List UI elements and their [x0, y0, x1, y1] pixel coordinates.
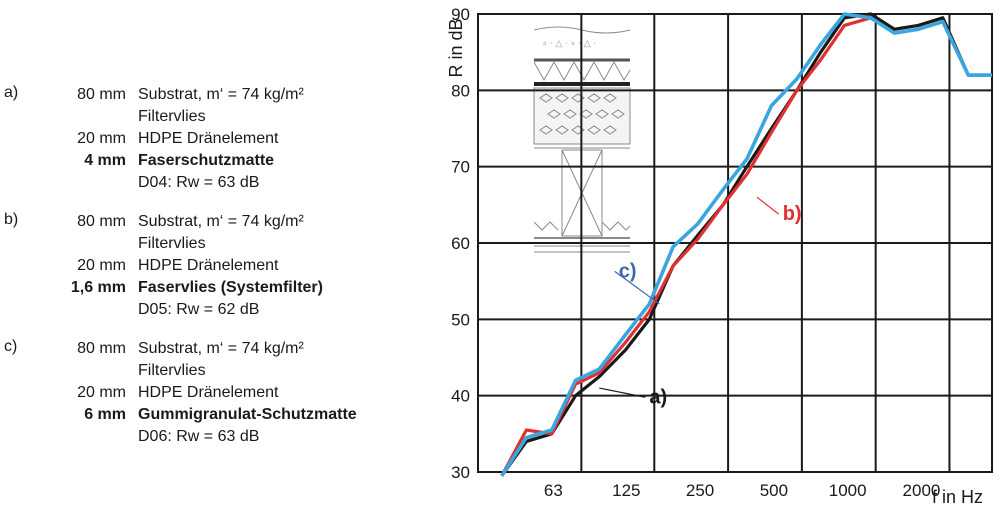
annotation-label: c) — [619, 260, 637, 282]
layer-description: Gummigranulat-Schutzmatte — [138, 406, 357, 423]
entry-line: D05: Rw = 62 dB — [0, 299, 420, 321]
rating-text: D06: Rw = 63 dB — [138, 428, 260, 445]
entry-line: Filtervlies — [0, 233, 420, 255]
x-tick-label: 250 — [686, 481, 714, 500]
entry-line: Filtervlies — [0, 360, 420, 382]
entry-line: 1,6 mm Faservlies (Systemfilter) — [0, 277, 420, 299]
annotation-leader — [756, 196, 780, 215]
annotation-leader — [599, 387, 646, 398]
layer-description: Faservlies (Systemfilter) — [138, 279, 323, 296]
y-tick-label: 30 — [451, 463, 470, 482]
layer-thickness: 20 mm — [77, 257, 126, 274]
y-tick-label: 70 — [451, 158, 470, 177]
entry-line: Filtervlies — [0, 106, 420, 128]
svg-text:∘ ⋅ △ ⋅ ∘ ⋅ △ ⋅: ∘ ⋅ △ ⋅ ∘ ⋅ △ ⋅ — [542, 38, 596, 48]
rating-text: D04: Rw = 63 dB — [138, 174, 260, 191]
layer-thickness: 6 mm — [84, 406, 126, 423]
chart-series — [500, 12, 992, 477]
chart-tick-labels: 30 40 50 60 70 80 90 63 125 250 500 1000 2000 — [451, 5, 940, 500]
layer-thickness: 80 mm — [77, 340, 126, 357]
annotation-label: a) — [649, 386, 667, 408]
legend-panel: a) 80 mm Substrat, m‘ = 74 kg/m² Filtervl… — [0, 0, 420, 510]
layer-description: HDPE Dränelement — [138, 384, 279, 401]
layer-description: Substrat, m‘ = 74 kg/m² — [138, 340, 304, 357]
layer-description: HDPE Dränelement — [138, 257, 279, 274]
entry-line: 20 mm HDPE Dränelement — [0, 382, 420, 404]
y-tick-label: 60 — [451, 234, 470, 253]
x-tick-label: 1000 — [829, 481, 867, 500]
entry-line: 20 mm HDPE Dränelement — [0, 128, 420, 150]
rating-text: D05: Rw = 62 dB — [138, 301, 260, 318]
layer-thickness: 80 mm — [77, 213, 126, 230]
x-axis-label: f in Hz — [932, 487, 983, 507]
entry-line: D04: Rw = 63 dB — [0, 172, 420, 194]
y-tick-label: 80 — [451, 81, 470, 100]
entry-key: b) — [4, 211, 19, 228]
layer-description: Filtervlies — [138, 235, 206, 252]
x-tick-label: 2000 — [903, 481, 941, 500]
y-tick-label: 90 — [451, 5, 470, 24]
series-line-a — [500, 12, 992, 477]
layer-thickness: 20 mm — [77, 130, 126, 147]
entry-line: D06: Rw = 63 dB — [0, 426, 420, 448]
entry-line: 80 mm Substrat, m‘ = 74 kg/m² — [0, 211, 420, 233]
layer-description: Substrat, m‘ = 74 kg/m² — [138, 86, 304, 103]
x-tick-label: 63 — [544, 481, 563, 500]
x-tick-label: 125 — [612, 481, 640, 500]
entry-key: c) — [4, 338, 18, 355]
chart-annotations: a) b) c) — [599, 196, 802, 408]
plot-frame — [477, 13, 993, 473]
layer-thickness: 1,6 mm — [70, 279, 126, 296]
entry-line: 6 mm Gummigranulat-Schutzmatte — [0, 404, 420, 426]
annotation-leader — [614, 270, 660, 305]
entry-line: 4 mm Faserschutzmatte — [0, 150, 420, 172]
layer-thickness: 4 mm — [84, 152, 126, 169]
x-tick-label: 500 — [760, 481, 788, 500]
entry-line: 80 mm Substrat, m‘ = 74 kg/m² — [0, 338, 420, 360]
sound-reduction-chart: ∘ ⋅ △ ⋅ ∘ ⋅ △ ⋅ 30 40 50 60 70 80 90 63 125 250 50… — [446, 5, 993, 507]
entry-line: 80 mm Substrat, m‘ = 74 kg/m² — [0, 84, 420, 106]
annotation-label: b) — [783, 203, 802, 225]
layer-description: Filtervlies — [138, 108, 206, 125]
y-axis-label: R in dB — [446, 18, 466, 77]
layer-description: Filtervlies — [138, 362, 206, 379]
y-tick-label: 40 — [451, 387, 470, 406]
layer-description: HDPE Dränelement — [138, 130, 279, 147]
y-tick-label: 50 — [451, 310, 470, 329]
layer-thickness: 20 mm — [77, 384, 126, 401]
chart-grid — [477, 13, 993, 473]
layer-thickness: 80 mm — [77, 86, 126, 103]
series-line-c — [500, 12, 992, 477]
layer-description: Faserschutzmatte — [138, 152, 275, 169]
entry-line: 20 mm HDPE Dränelement — [0, 255, 420, 277]
entry-key: a) — [4, 84, 19, 101]
layer-description: Substrat, m‘ = 74 kg/m² — [138, 213, 304, 230]
